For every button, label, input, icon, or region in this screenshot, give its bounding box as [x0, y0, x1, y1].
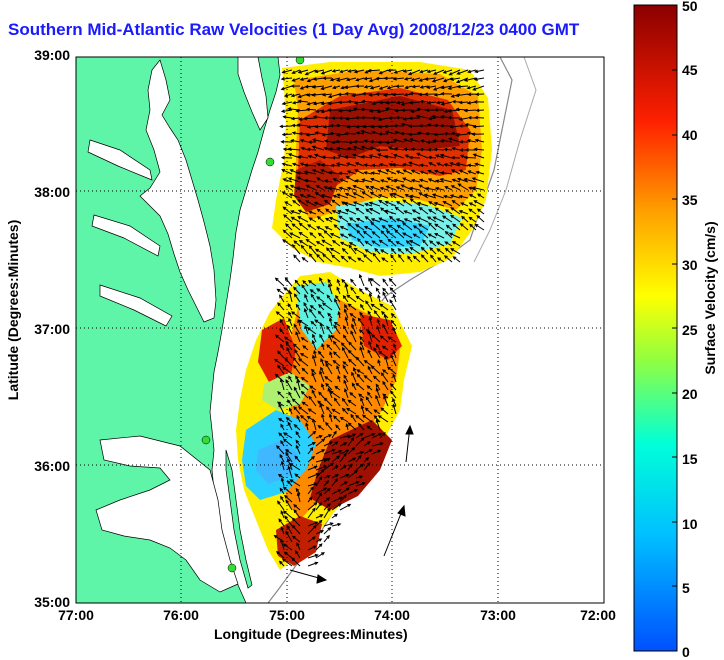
station-marker — [266, 158, 274, 166]
velocity-arrow — [336, 142, 348, 143]
station-marker — [202, 436, 210, 444]
colorbar — [634, 5, 677, 651]
velocity-arrow — [280, 126, 292, 127]
station-marker — [228, 564, 236, 572]
